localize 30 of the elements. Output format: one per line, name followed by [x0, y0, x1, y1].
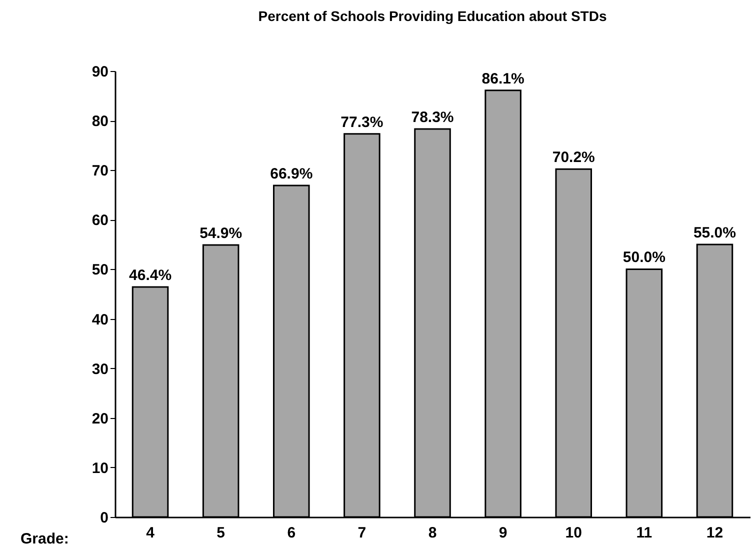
y-tick-label: 90	[92, 64, 108, 80]
y-tick-label: 80	[92, 113, 108, 130]
data-label: 50.0%	[622, 249, 666, 266]
data-label: 54.9%	[200, 224, 242, 242]
y-tick-label: 40	[92, 311, 108, 328]
data-label: 86.1%	[482, 70, 524, 88]
y-tick-label: 10	[92, 460, 108, 477]
x-tick-label: 7	[358, 524, 366, 542]
x-tick-label: 12	[706, 524, 724, 542]
y-tick-label: 50	[92, 262, 108, 279]
data-label: 70.2%	[552, 149, 595, 166]
y-tick-label: 70	[92, 162, 108, 180]
x-tick-label: 8	[428, 524, 437, 542]
chart-title: Percent of Schools Providing Education about STDs	[258, 8, 607, 24]
data-label: 77.3%	[340, 114, 384, 131]
data-label: 66.9%	[270, 165, 313, 182]
x-tick-label: 5	[216, 524, 226, 542]
x-axis-title: Grade:	[20, 530, 69, 548]
y-tick-label: 0	[100, 510, 108, 526]
x-tick-label: 9	[498, 524, 508, 542]
y-tick-label: 20	[92, 410, 108, 428]
x-tick-label: 11	[636, 524, 652, 542]
x-tick-label: 10	[565, 524, 582, 542]
x-tick-label: 4	[146, 524, 156, 542]
y-tick-label: 30	[92, 360, 108, 378]
data-label: 78.3%	[411, 108, 454, 126]
y-tick-label: 60	[92, 212, 108, 230]
x-tick-label: 6	[287, 524, 296, 542]
data-label: 55.0%	[693, 224, 736, 242]
data-label: 46.4%	[129, 267, 172, 284]
